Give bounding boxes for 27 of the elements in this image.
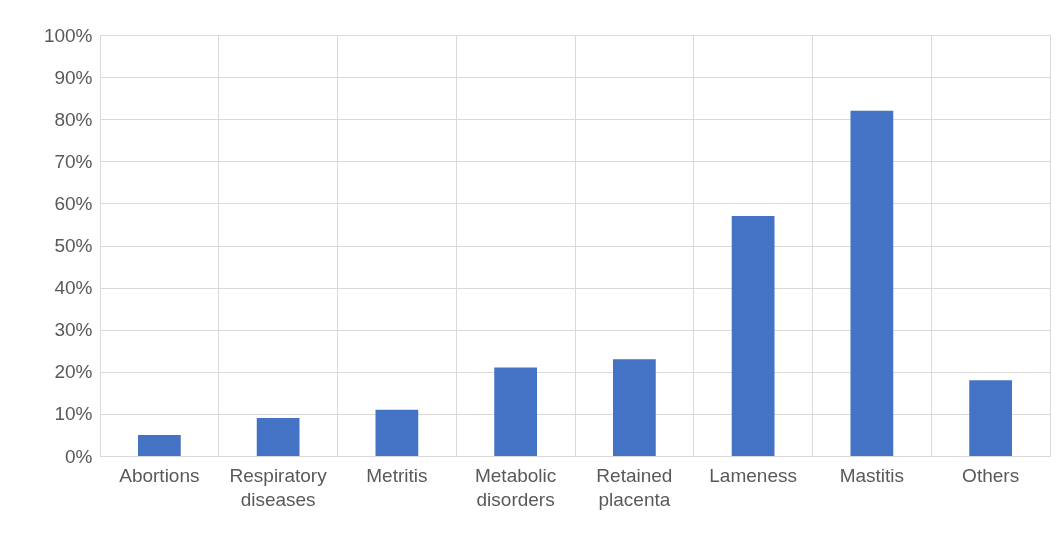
bar — [138, 434, 181, 456]
x-tick-label: Lameness — [709, 464, 797, 486]
bar — [494, 367, 537, 456]
y-tick-label: 80% — [54, 108, 93, 130]
bar — [731, 216, 775, 456]
y-tick-label: 40% — [54, 277, 93, 299]
x-tick-label: Others — [962, 464, 1020, 486]
y-tick-label: 50% — [54, 235, 93, 256]
bar — [613, 359, 656, 456]
x-tick-label: Respiratory diseases — [229, 464, 328, 510]
y-tick-label: 100% — [43, 24, 93, 46]
bar — [375, 409, 419, 456]
bar — [850, 110, 894, 456]
y-tick-label: 60% — [54, 192, 93, 214]
y-tick-label: 10% — [54, 403, 93, 425]
y-tick-label: 70% — [54, 150, 93, 172]
y-tick-label: 90% — [54, 66, 93, 88]
x-tick-label: Mastitis — [839, 464, 905, 486]
x-tick-label: Abortions — [119, 464, 200, 486]
x-tick-label: Metabolic disorders — [474, 464, 557, 510]
x-tick-label: Retained placenta — [596, 464, 673, 510]
y-tick-label: 0% — [65, 445, 93, 467]
y-tick-label: 20% — [54, 361, 93, 383]
x-tick-label: Metritis — [366, 464, 428, 486]
bar — [256, 418, 300, 456]
y-tick-label: 30% — [54, 319, 93, 341]
bar — [969, 380, 1012, 456]
